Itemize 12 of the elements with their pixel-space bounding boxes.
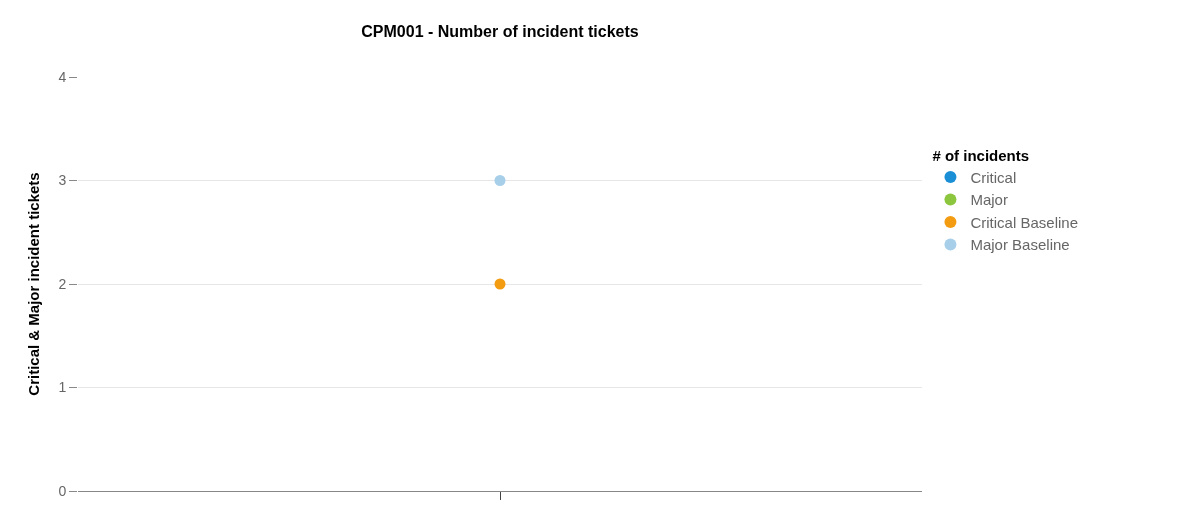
y-tick-label: 2 [58,275,67,292]
legend-title: # of incidents [932,146,1030,164]
legend-label: Critical [970,168,1017,186]
y-axis-title: Critical & Major incident tickets [24,172,42,396]
y-tick-label: 1 [58,379,67,396]
legend-label: Critical Baseline [970,213,1078,231]
legend-label: Major [970,191,1008,209]
y-tick-label: 3 [58,172,67,189]
y-tick-label: 4 [58,68,67,85]
legend-label: Major Baseline [970,236,1070,254]
chart-title: CPM001 - Number of incident tickets [361,22,639,40]
y-tick-label: 0 [58,482,67,499]
